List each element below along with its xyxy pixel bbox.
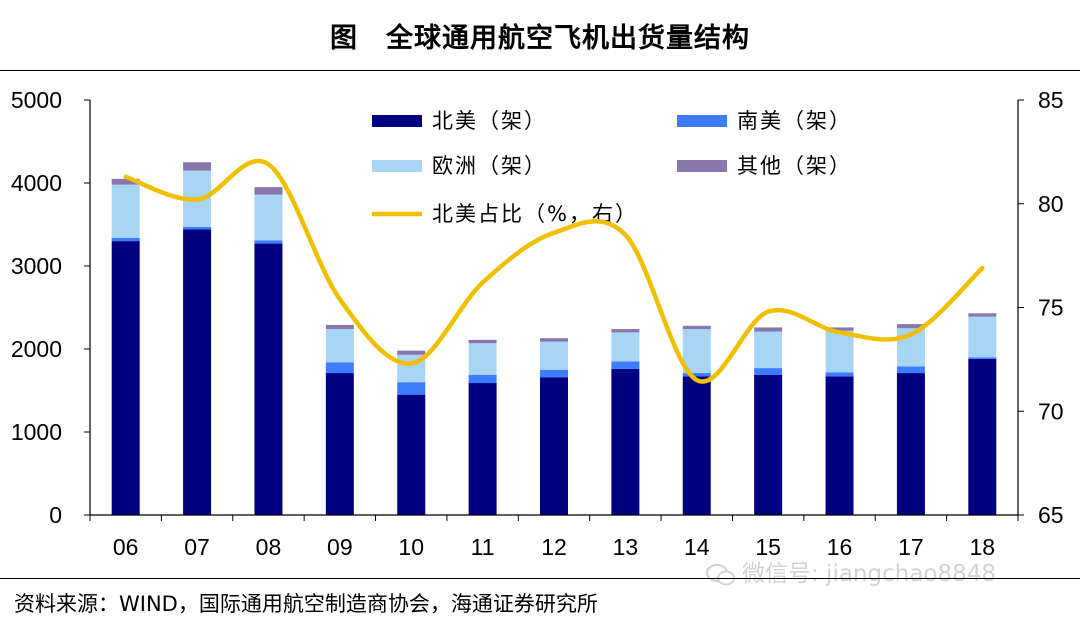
source-note: 资料来源：WIND，国际通用航空制造商协会，海通证券研究所 [14, 592, 598, 616]
x-tick-label: 12 [541, 534, 567, 560]
y-left-tick-label: 3000 [11, 253, 62, 279]
bar-3-13 [611, 332, 640, 362]
x-tick-label: 16 [827, 534, 853, 560]
chart-title: 图 全球通用航空飞机出货量结构 [330, 23, 750, 54]
bar-3-09 [325, 329, 354, 363]
x-tick-label: 06 [113, 534, 139, 560]
bar-3-06 [111, 184, 140, 238]
legend-label-4: 其他（架） [737, 154, 852, 178]
legend-label-1: 北美（架） [432, 109, 547, 133]
bars-layer [111, 162, 997, 516]
bar-4-10 [397, 350, 426, 355]
axes-layer: 0 1000 2000 3000 4000 5000 65 70 75 80 85 06 07 08 09 1… [11, 87, 1064, 560]
x-tick-label: 17 [898, 534, 924, 560]
bar-1-10 [397, 394, 426, 515]
bar-1-13 [611, 368, 640, 515]
x-tick-label: 13 [613, 534, 639, 560]
bar-1-07 [183, 229, 212, 516]
bar-1-09 [325, 373, 354, 515]
x-tick-label: 11 [471, 534, 495, 560]
legend: 北美（架） 南美（架）欧洲（架） 其他（架）北美占比（%，右） [372, 109, 852, 226]
bar-3-15 [754, 331, 783, 369]
bar-2-17 [896, 366, 925, 374]
bar-2-11 [468, 374, 497, 384]
wechat-icon [706, 561, 736, 587]
legend-swatch-2 [677, 115, 727, 127]
legend-label-2: 南美（架） [737, 109, 852, 133]
x-tick-label: 08 [256, 534, 282, 560]
bar-1-08 [254, 243, 283, 515]
title-rule [0, 70, 1080, 71]
y-left-tick-label: 2000 [11, 336, 62, 362]
bar-4-17 [896, 324, 925, 329]
x-tick-label: 10 [398, 534, 424, 560]
y-right-tick-label: 85 [1038, 87, 1064, 113]
bar-3-11 [468, 343, 497, 375]
bar-1-06 [111, 241, 140, 515]
bar-1-16 [825, 376, 854, 515]
y-right-tick-label: 80 [1038, 191, 1064, 217]
bar-2-16 [825, 372, 854, 377]
bar-3-14 [682, 329, 711, 374]
x-tick-label: 09 [327, 534, 353, 560]
bar-4-07 [183, 162, 212, 171]
share-line [123, 158, 985, 384]
bar-4-13 [611, 329, 640, 333]
y-right-tick-label: 70 [1038, 398, 1064, 424]
bar-4-09 [325, 324, 354, 330]
y-left-tick-label: 0 [49, 502, 62, 528]
bar-2-14 [682, 373, 711, 377]
watermark-text: 微信号: jiangchao8848 [742, 561, 997, 587]
bar-2-15 [754, 368, 783, 375]
watermark: 微信号: jiangchao8848 [706, 554, 996, 588]
x-tick-label: 14 [684, 534, 710, 560]
bar-2-08 [254, 240, 283, 244]
legend-label-3: 欧洲（架） [432, 154, 547, 178]
bar-1-14 [682, 376, 711, 515]
bar-2-06 [111, 237, 140, 242]
legend-swatch-4 [677, 160, 727, 172]
bar-1-11 [468, 383, 497, 515]
bar-4-15 [754, 327, 783, 332]
bar-4-08 [254, 187, 283, 195]
bar-2-07 [183, 226, 212, 230]
bar-4-18 [968, 313, 997, 317]
bar-2-09 [325, 362, 354, 374]
y-left-tick-label: 5000 [11, 87, 62, 113]
legend-swatch-3 [372, 160, 422, 172]
bar-2-10 [397, 382, 426, 395]
bar-3-08 [254, 194, 283, 241]
bar-2-12 [540, 369, 568, 378]
y-left-tick-label: 4000 [11, 170, 62, 196]
bar-1-18 [968, 358, 997, 515]
legend-swatch-1 [372, 115, 422, 127]
line-layer [123, 158, 985, 384]
bar-3-12 [540, 341, 568, 370]
bar-1-15 [754, 374, 783, 515]
footer-rule [0, 578, 1080, 579]
x-tick-label: 15 [755, 534, 781, 560]
x-tick-label: 07 [184, 534, 210, 560]
y-right-tick-label: 75 [1038, 295, 1064, 321]
bar-2-13 [611, 361, 640, 369]
bar-1-12 [540, 377, 568, 515]
bar-3-16 [825, 330, 854, 373]
bar-3-18 [968, 316, 997, 358]
bar-1-17 [896, 373, 925, 515]
bar-4-12 [540, 338, 568, 342]
bar-4-14 [682, 325, 711, 330]
bar-4-06 [111, 178, 140, 185]
bar-4-11 [468, 339, 497, 344]
bar-4-16 [825, 327, 854, 331]
y-right-tick-label: 65 [1038, 502, 1064, 528]
bar-2-18 [968, 357, 997, 359]
x-tick-label: 18 [970, 534, 996, 560]
y-left-tick-label: 1000 [11, 419, 62, 445]
